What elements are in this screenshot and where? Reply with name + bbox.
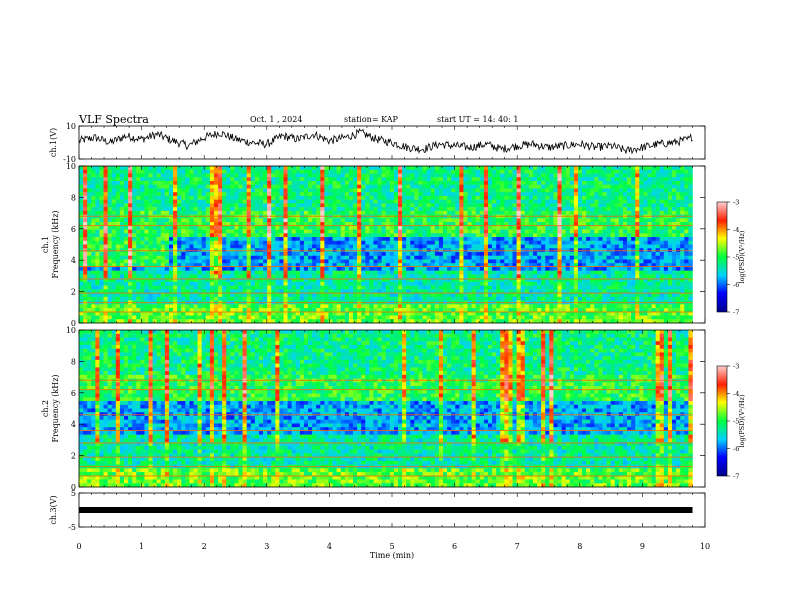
ch1-waveform-ylabel: ch.1(V) [49,128,58,157]
station-label: station= KAP [344,115,398,124]
xtick-label: 5 [389,542,394,551]
ch3-waveform-ytick-label: 5 [71,489,76,498]
colorbar-tick-label: -5 [733,254,739,262]
start-time-label: start UT = 14: 40: 1 [437,115,519,124]
ch1-waveform-trace [78,128,693,155]
colorbar-label: log(PSD)(V²/Hz) [738,230,746,283]
ch1-spectrogram-ytick-label: 2 [71,288,76,297]
ch2-spectrogram-ytick-label: 4 [71,420,76,429]
ch3-signal-line [79,507,693,513]
colorbar-tick-label: -3 [733,363,739,371]
xtick-label: 2 [202,542,207,551]
colorbar-tick-label: -4 [733,226,739,234]
ch1-waveform-frame [78,125,706,160]
xtick-label: 7 [515,542,520,551]
ch2-spectrogram-ytick-label: 8 [71,357,76,366]
ch1-spectrogram-ytick-label: 10 [66,162,76,171]
ch2-spectrogram-ytick-label: 10 [66,326,76,335]
ch2-spectrogram-image [79,330,693,488]
colorbar-tick-label: -5 [733,418,739,426]
ch1-spectrogram-ytick-label: 4 [71,256,76,265]
date-label: Oct. 1 , 2024 [250,115,303,124]
ch1-waveform-ytick-label: 10 [66,122,76,131]
ch1-spectrogram-ytick-label: 8 [71,193,76,202]
ch1-spectrogram-ytick-label: 6 [71,225,76,234]
ch2-spectrogram-ytick-label: 6 [71,389,76,398]
colorbar-tick-label: -7 [733,473,739,481]
ch2-spectrogram-colorbar [716,365,728,477]
colorbar-tick-label: -6 [733,445,739,453]
colorbar-tick-label: -3 [733,199,739,207]
ch2-spectrogram-ylabel: ch.2Frequency (kHz) [41,374,60,442]
x-axis-label: Time (min) [370,551,414,560]
ch3-waveform-ylabel: ch.3(V) [49,495,58,524]
xtick-label: 10 [700,542,710,551]
colorbar-label: log(PSD)(V²/Hz) [738,394,746,447]
xtick-label: 9 [640,542,645,551]
ch1-spectrogram-colorbar [716,201,728,313]
ch1-spectrogram-ytick-label: 0 [71,319,76,328]
ch3-waveform-ytick-label: -5 [68,523,76,532]
ch1-spectrogram-image [79,166,693,324]
colorbar-tick-label: -6 [733,281,739,289]
ch2-spectrogram-ytick-label: 0 [71,483,76,492]
ch1-waveform-ytick-label: -10 [63,155,76,164]
chart-title: VLF Spectra [79,113,149,126]
xtick-label: 4 [327,542,332,551]
xtick-label: 6 [452,542,457,551]
xtick-label: 8 [577,542,582,551]
colorbar-tick-label: -7 [733,309,739,317]
xtick-label: 1 [139,542,144,551]
xtick-label: 3 [264,542,269,551]
ch1-spectrogram-ylabel: ch.1Frequency (kHz) [41,210,60,278]
ch2-spectrogram-ytick-label: 2 [71,452,76,461]
colorbar-tick-label: -4 [733,390,739,398]
xtick-label: 0 [76,542,81,551]
